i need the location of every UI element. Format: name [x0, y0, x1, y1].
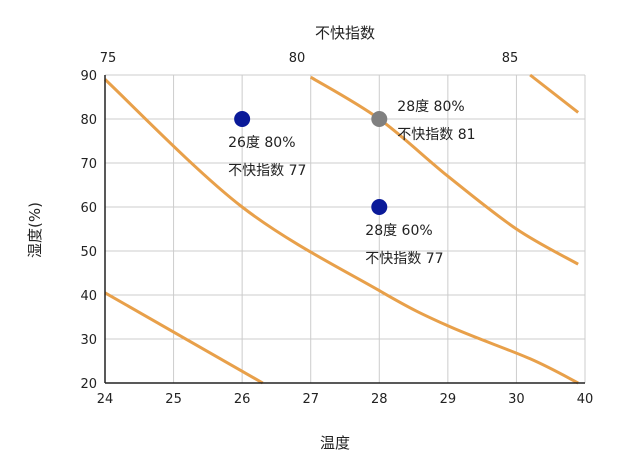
grid	[104, 74, 586, 384]
discomfort-curve-90	[529, 73, 580, 114]
y-tick-label: 70	[80, 157, 97, 172]
data-point	[371, 199, 388, 215]
x-tick-label: 28	[371, 392, 388, 407]
y-tick-label: 60	[80, 201, 97, 216]
top-tick-label: 85	[502, 51, 519, 66]
top-tick-label: 75	[100, 51, 117, 66]
y-tick-label: 80	[80, 113, 97, 128]
x-tick-label: 27	[302, 392, 319, 407]
y-tick-label: 30	[80, 333, 97, 348]
point-label: 28度 60%	[365, 223, 432, 239]
y-axis-title: 湿度(%)	[26, 202, 44, 258]
point-label: 26度 80%	[228, 135, 295, 151]
x-tick-label: 30	[508, 392, 525, 407]
discomfort-curve-75	[104, 291, 264, 385]
data-point	[234, 111, 251, 127]
x-tick-label: 26	[234, 392, 251, 407]
point-annotations: 26度 80% 不快指数 77 28度 80% 不快指数 81 28度 60% 不快指数 …	[228, 99, 475, 267]
y-tick-label: 50	[80, 245, 97, 260]
x-tick-label: 40	[577, 392, 594, 407]
discomfort-curve-85	[309, 75, 579, 266]
point-label: 不快指数 81	[397, 127, 475, 143]
data-points	[234, 111, 388, 215]
x-tick-label: 25	[165, 392, 182, 407]
x-tick-label: 29	[440, 392, 457, 407]
point-label: 不快指数 77	[228, 163, 306, 179]
y-tick-label: 40	[80, 289, 97, 304]
discomfort-curves	[103, 73, 580, 385]
top-axis-title: 不快指数	[315, 24, 375, 42]
y-tick-label: 20	[80, 377, 97, 392]
y-tick-label: 90	[80, 69, 97, 84]
data-point	[371, 111, 388, 127]
x-axis-title: 温度	[320, 434, 350, 452]
point-label: 不快指数 77	[365, 251, 443, 267]
discomfort-curve-80	[103, 78, 579, 385]
x-tick-label: 24	[97, 392, 114, 407]
axes	[104, 75, 585, 384]
top-tick-label: 80	[289, 51, 306, 66]
point-label: 28度 80%	[397, 99, 464, 115]
